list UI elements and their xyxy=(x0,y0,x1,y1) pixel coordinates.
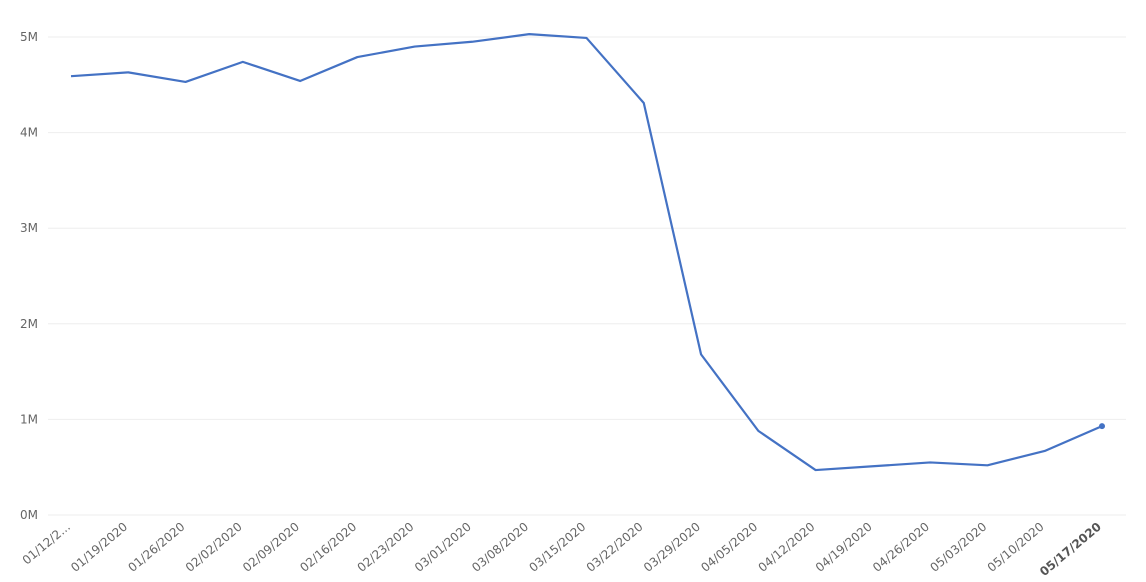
x-tick-label: 03/15/2020 xyxy=(526,520,588,575)
x-tick-label: 04/26/2020 xyxy=(870,520,932,575)
x-tick-label: 01/26/2020 xyxy=(125,520,187,575)
x-tick-label: 03/01/2020 xyxy=(412,520,474,575)
y-tick-label: 1M xyxy=(20,412,38,426)
y-tick-label: 3M xyxy=(20,221,38,235)
x-tick-label: 02/02/2020 xyxy=(183,520,245,575)
x-tick-label: 04/12/2020 xyxy=(756,520,818,575)
x-tick-label: 05/10/2020 xyxy=(985,520,1047,575)
x-tick-label: 02/16/2020 xyxy=(297,520,359,575)
x-tick-label: 04/19/2020 xyxy=(813,520,875,575)
y-tick-label: 0M xyxy=(20,508,38,522)
x-tick-label: 01/19/2020 xyxy=(68,520,130,575)
x-tick-label: 05/03/2020 xyxy=(927,520,989,575)
x-tick-label: 03/08/2020 xyxy=(469,520,531,575)
line xyxy=(70,33,1103,472)
y-tick-label: 2M xyxy=(20,317,38,331)
x-tick-label: 02/23/2020 xyxy=(355,520,417,575)
last-point xyxy=(1099,423,1105,430)
x-tick-label: 03/22/2020 xyxy=(584,520,646,575)
x-tick-label: 05/17/2020 xyxy=(1037,520,1104,579)
x-tick-label: 03/29/2020 xyxy=(641,520,703,575)
y-tick-label: 5M xyxy=(20,30,38,44)
x-tick-label: 02/09/2020 xyxy=(240,520,302,575)
x-tick-label: 01/12/2... xyxy=(20,520,73,568)
x-tick-label: 04/05/2020 xyxy=(698,520,760,575)
y-tick-label: 4M xyxy=(20,126,38,140)
